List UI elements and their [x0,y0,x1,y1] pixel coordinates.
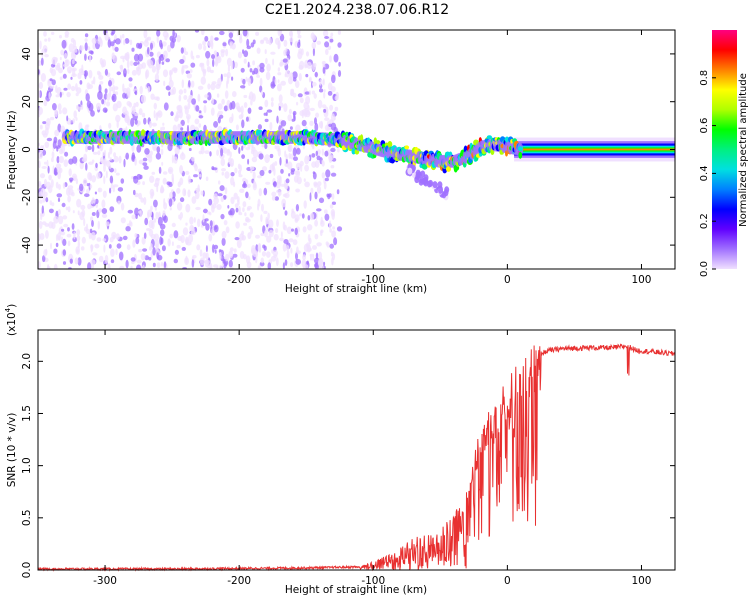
svg-text:(x104): (x104) [4,304,18,336]
x-tick-label: -200 [227,274,251,286]
x-tick-label: 0 [504,575,511,587]
ridge-band [514,148,675,151]
snr-x-axis-label: Height of straight line (km) [285,584,427,596]
y-tick-label: -40 [21,237,33,254]
x-tick-label: 100 [631,274,651,286]
snr-multiplier-base: (x10 [6,312,18,336]
snr-y-axis-label: SNR (10 * v/v) [6,413,18,488]
y-tick-label: 1.5 [21,405,33,422]
y-tick-label: 40 [21,47,33,60]
x-tick-label: -100 [361,274,385,286]
y-tick-label: 0 [21,146,33,153]
colorbar: 0.0 0.2 0.4 0.6 0.8 Normalized spectral ampl… [699,30,749,277]
snr-frame [37,329,676,571]
colorbar-tick-label: 0.8 [699,70,710,86]
spectrogram-plot-area [38,30,675,269]
snr-multiplier: (x104) [4,304,18,336]
x-tick-label: -100 [361,575,385,587]
snr-plot-area [37,343,676,572]
y-tick-label: 1.0 [21,457,33,474]
x-tick-label: -200 [227,575,251,587]
snr-series-line [37,343,676,572]
colorbar-tick-label: 0.6 [699,118,710,134]
y-tick-label: 20 [21,95,33,108]
snr-ticks: -300 -200 -100 0 100 0.0 0.5 1.0 1.5 2.0 [21,330,675,587]
figure-title: C2E1.2024.238.07.06.R12 [265,2,449,18]
x-tick-label: 0 [504,274,511,286]
colorbar-ticks: 0.0 0.2 0.4 0.6 0.8 [699,70,716,277]
spectrogram-x-axis-label: Height of straight line (km) [285,283,427,295]
spectrogram-y-axis-label: Frequency (Hz) [6,110,18,189]
y-tick-label: 0.0 [21,562,33,579]
snr-multiplier-exp: 4 [4,307,12,312]
x-tick-label: -300 [93,274,117,286]
snr-panel: -300 -200 -100 0 100 0.0 0.5 1.0 1.5 2.0 Height o… [4,304,676,596]
x-tick-label: -300 [93,575,117,587]
colorbar-tick-label: 0.4 [699,165,710,181]
x-tick-label: 100 [631,575,651,587]
y-tick-label: 0.5 [21,509,33,526]
y-tick-label: -20 [21,189,33,206]
colorbar-tick-label: 0.0 [699,261,710,277]
colorbar-gradient [712,30,737,269]
colorbar-label: Normalized spectral amplitude [738,73,749,227]
colorbar-tick-label: 0.2 [699,213,710,229]
y-tick-label: 2.0 [21,353,33,370]
spectrogram-ridge [61,128,675,201]
spectrogram-noise [38,30,343,269]
